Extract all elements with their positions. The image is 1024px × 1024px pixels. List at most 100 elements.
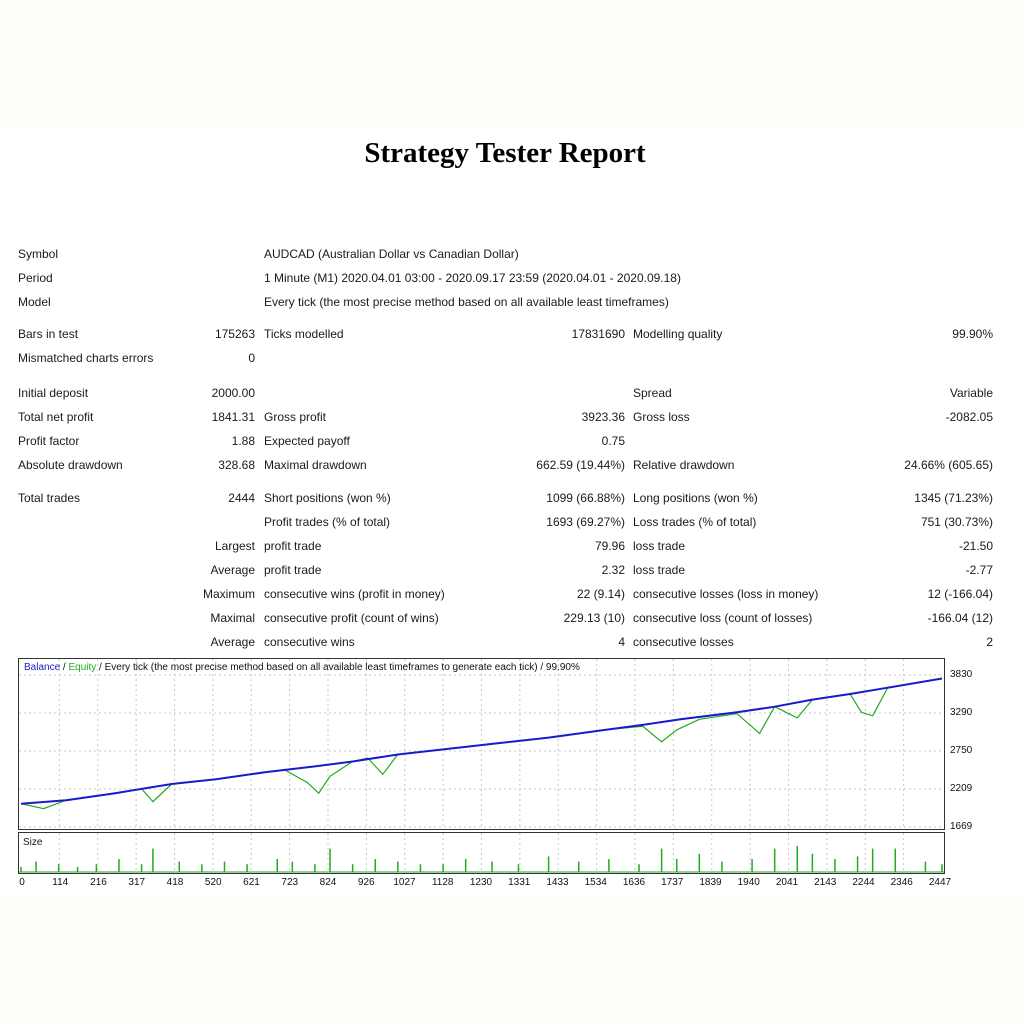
largest-profit-value: 79.96 <box>594 539 625 553</box>
balance-chart-svg <box>19 659 944 829</box>
x-tick-label: 926 <box>357 877 375 888</box>
x-tick-label: 1433 <box>546 877 569 888</box>
quality-label: Modelling quality <box>633 327 723 341</box>
y-tick-label: 2750 <box>950 744 973 756</box>
average-profit-label: profit trade <box>264 563 322 577</box>
spread-label: Spread <box>633 386 672 400</box>
legend-sep: / <box>60 662 69 673</box>
maxdd-value: 662.59 (19.44%) <box>536 458 625 472</box>
x-tick-label: 1128 <box>431 877 454 888</box>
average-label: Average <box>210 563 255 577</box>
trades-label: Total trades <box>18 491 81 505</box>
x-tick-label: 1331 <box>508 877 531 888</box>
ticks-value: 17831690 <box>571 327 625 341</box>
x-tick-label: 723 <box>281 877 299 888</box>
maximal-label: Maximal <box>210 611 255 625</box>
report-title: Strategy Tester Report <box>364 137 646 169</box>
largest-label: Largest <box>214 539 255 553</box>
x-tick-label: 2143 <box>814 877 837 888</box>
x-tick-label: 1737 <box>661 877 684 888</box>
absdd-value: 328.68 <box>218 458 255 472</box>
long-label: Long positions (won %) <box>633 491 758 505</box>
x-tick-label: 824 <box>319 877 337 888</box>
x-tick-label: 1230 <box>469 877 493 888</box>
x-tick-label: 2447 <box>928 877 952 888</box>
average2-label: Average <box>210 635 255 649</box>
balance-line <box>20 677 943 805</box>
grossloss-value: -2082.05 <box>945 410 993 424</box>
netprofit-value: 1841.31 <box>211 410 255 424</box>
x-tick-label: 1839 <box>699 877 722 888</box>
model-label: Model <box>18 295 51 309</box>
max-wins-label: consecutive wins (profit in money) <box>264 587 445 601</box>
balance-chart: Balance / Equity / Every tick (the most … <box>18 658 945 830</box>
payoff-label: Expected payoff <box>264 434 350 448</box>
maximal-loss-label: consecutive loss (count of losses) <box>633 611 813 625</box>
legend-equity: Equity <box>68 662 97 673</box>
legend-description: / Every tick (the most precise method ba… <box>96 662 580 673</box>
average-loss-value: -2.77 <box>965 563 993 577</box>
x-tick-label: 621 <box>243 877 260 888</box>
x-tick-label: 1636 <box>622 877 646 888</box>
y-tick-label: 3290 <box>950 706 973 718</box>
symbol-value: AUDCAD (Australian Dollar vs Canadian Do… <box>264 247 519 261</box>
deposit-label: Initial deposit <box>18 386 89 400</box>
chart-legend: Balance / Equity / Every tick (the most … <box>24 662 580 673</box>
ltrades-value: 751 (30.73%) <box>920 515 993 529</box>
size-chart: Size <box>18 832 945 874</box>
largest-profit-label: profit trade <box>264 539 322 553</box>
maximal-profit-label: consecutive profit (count of wins) <box>264 611 439 625</box>
avg-losses-value: 2 <box>986 635 993 649</box>
maxdd-label: Maximal drawdown <box>264 458 367 472</box>
period-value: 1 Minute (M1) 2020.04.01 03:00 - 2020.09… <box>264 271 681 285</box>
maximal-profit-value: 229.13 (10) <box>563 611 625 625</box>
grossprofit-value: 3923.36 <box>581 410 625 424</box>
average-profit-value: 2.32 <box>601 563 625 577</box>
grossloss-label: Gross loss <box>633 410 690 424</box>
size-label: Size <box>23 837 43 848</box>
ptrades-label: Profit trades (% of total) <box>264 515 391 529</box>
period-label: Period <box>18 271 53 285</box>
max-losses-label: consecutive losses (loss in money) <box>633 587 819 601</box>
max-losses-value: 12 (-166.04) <box>927 587 993 601</box>
quality-value: 99.90% <box>952 327 993 341</box>
x-tick-label: 1534 <box>584 877 607 888</box>
mismatch-label: Mismatched charts errors <box>18 351 154 365</box>
deposit-value: 2000.00 <box>211 386 255 400</box>
x-tick-label: 1940 <box>737 877 760 888</box>
pf-label: Profit factor <box>18 434 80 448</box>
avg-wins-label: consecutive wins <box>264 635 355 649</box>
avg-losses-label: consecutive losses <box>633 635 734 649</box>
x-tick-label: 216 <box>90 877 107 888</box>
x-tick-label: 418 <box>166 877 184 888</box>
bars-value: 175263 <box>214 327 255 341</box>
x-tick-label: 317 <box>128 877 146 888</box>
x-tick-label: 2041 <box>775 877 799 888</box>
y-tick-label: 1669 <box>950 821 973 832</box>
y-tick-label: 3830 <box>950 669 973 680</box>
model-value: Every tick (the most precise method base… <box>264 295 669 309</box>
grossprofit-label: Gross profit <box>264 410 327 424</box>
reldd-label: Relative drawdown <box>633 458 735 472</box>
max-wins-value: 22 (9.14) <box>576 587 625 601</box>
payoff-value: 0.75 <box>601 434 625 448</box>
trades-value: 2444 <box>228 491 255 505</box>
spread-value: Variable <box>949 386 993 400</box>
ticks-label: Ticks modelled <box>264 327 344 341</box>
x-tick-label: 2346 <box>890 877 913 888</box>
absdd-label: Absolute drawdown <box>18 458 123 472</box>
long-value: 1345 (71.23%) <box>914 491 993 505</box>
maximum-label: Maximum <box>202 587 255 601</box>
largest-loss-label: loss trade <box>633 539 686 553</box>
legend-balance: Balance <box>24 662 61 673</box>
netprofit-label: Total net profit <box>18 410 94 424</box>
x-tick-label: 520 <box>204 877 222 888</box>
ltrades-label: Loss trades (% of total) <box>633 515 757 529</box>
maximal-loss-value: -166.04 (12) <box>927 611 993 625</box>
y-tick-label: 2209 <box>950 783 973 795</box>
reldd-value: 24.66% (605.65) <box>904 458 993 472</box>
short-label: Short positions (won %) <box>264 491 391 505</box>
mismatch-value: 0 <box>248 351 255 365</box>
x-tick-label: 0 <box>19 877 25 888</box>
bars-label: Bars in test <box>18 327 79 341</box>
